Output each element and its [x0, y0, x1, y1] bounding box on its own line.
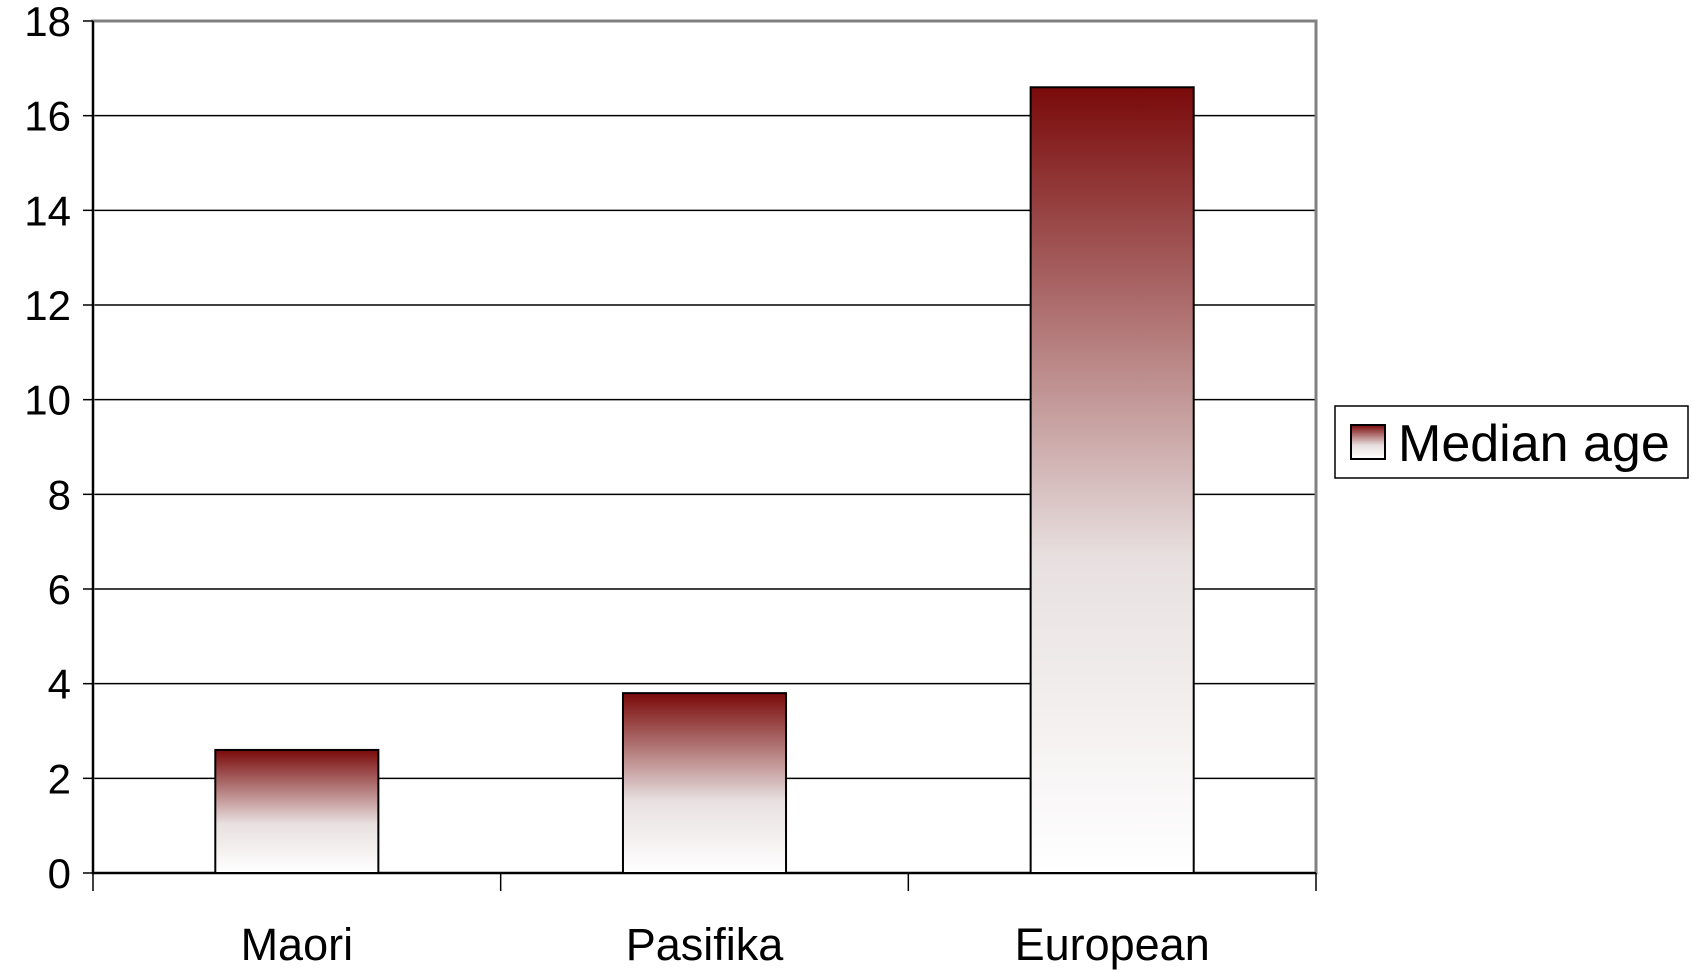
x-category-label-maori: Maori	[241, 919, 354, 970]
y-tick-label-2: 2	[48, 755, 71, 802]
y-tick-label-8: 8	[48, 471, 71, 518]
y-tick-label-0: 0	[48, 850, 71, 897]
y-tick-label-16: 16	[24, 93, 71, 140]
x-category-labels: Maori Pasifika European	[241, 919, 1210, 970]
y-tick-labels: 0 2 4 6 8 10 12 14 16 18	[24, 0, 71, 897]
legend-box	[1334, 405, 1689, 479]
legend: Median age	[1334, 405, 1689, 479]
y-tick-label-6: 6	[48, 566, 71, 613]
y-tick-label-14: 14	[24, 187, 71, 234]
axes	[83, 20, 1317, 891]
x-category-label-european: European	[1015, 919, 1210, 970]
bar-maori	[214, 748, 380, 875]
gridlines	[93, 114, 1316, 780]
bars	[214, 86, 1195, 875]
legend-swatch	[1350, 424, 1386, 460]
y-tick-label-4: 4	[48, 661, 71, 708]
x-category-label-pasifika: Pasifika	[626, 919, 785, 970]
bar-pasifika	[621, 692, 788, 875]
y-tick-label-10: 10	[24, 377, 71, 424]
legend-label-median-age: Median age	[1398, 415, 1670, 473]
y-tick-label-18: 18	[24, 0, 71, 45]
bar-european	[1029, 86, 1195, 875]
y-tick-label-12: 12	[24, 282, 71, 329]
